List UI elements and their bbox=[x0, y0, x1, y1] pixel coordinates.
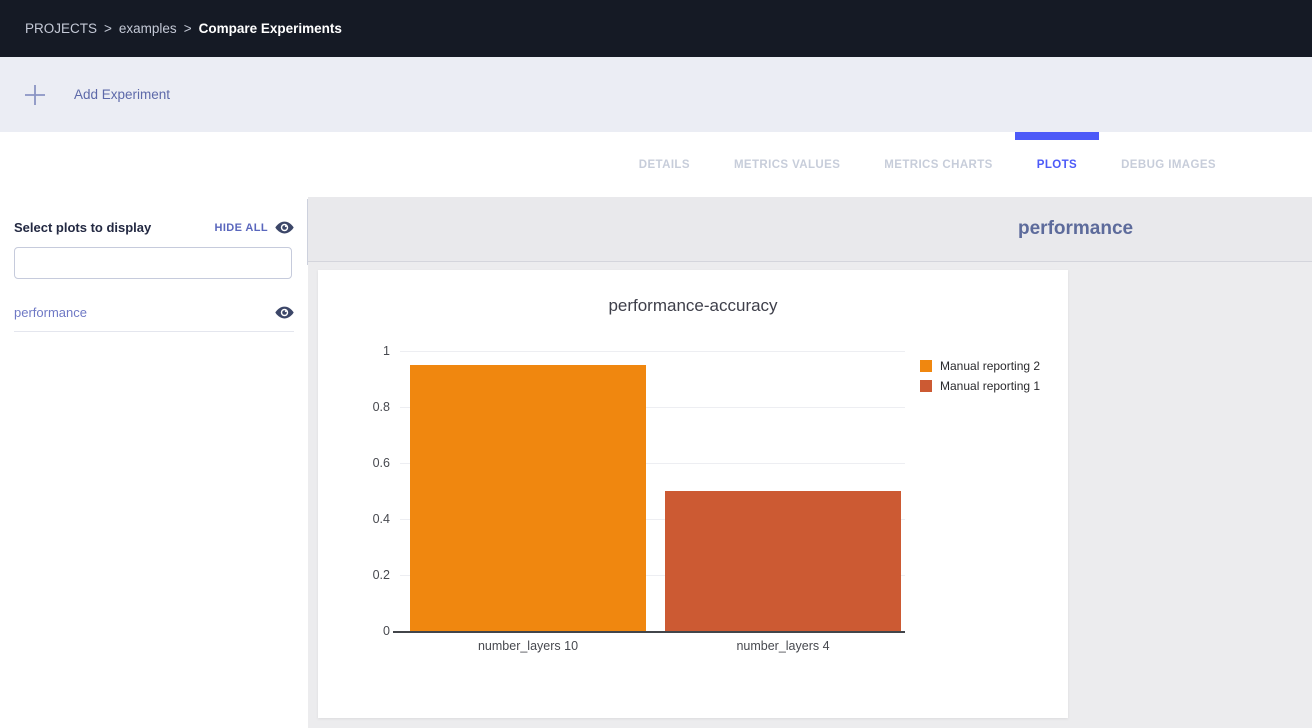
plus-icon[interactable] bbox=[22, 82, 48, 108]
plot-item-label: performance bbox=[14, 305, 87, 320]
y-axis-tick-label: 0 bbox=[383, 624, 390, 638]
plot-selector-sidebar: Select plots to display HIDE ALL perform… bbox=[0, 197, 308, 728]
breadcrumb-projects[interactable]: PROJECTS bbox=[25, 21, 98, 36]
gridline bbox=[400, 351, 905, 352]
plots-panel: performance performance-accuracy 0 0.2 0.4… bbox=[308, 197, 1312, 728]
y-axis-tick-label: 0.8 bbox=[372, 400, 390, 414]
gridline bbox=[400, 575, 905, 576]
y-axis-tick-label: 0.4 bbox=[372, 512, 390, 526]
plot-list: performance bbox=[14, 297, 294, 332]
y-axis-tick-label: 0.6 bbox=[372, 456, 390, 470]
plot-search-input[interactable] bbox=[14, 247, 292, 279]
breadcrumb-current-page: Compare Experiments bbox=[198, 21, 342, 36]
breadcrumb-project[interactable]: examples bbox=[118, 21, 177, 36]
tab-details[interactable]: DETAILS bbox=[638, 158, 690, 171]
gridline bbox=[400, 519, 905, 520]
chart-legend: Manual reporting 2 Manual reporting 1 bbox=[920, 356, 1040, 396]
hide-all-button[interactable]: HIDE ALL bbox=[214, 221, 294, 234]
tab-metrics-charts[interactable]: METRICS CHARTS bbox=[884, 158, 993, 171]
x-axis-line bbox=[400, 631, 905, 633]
hide-all-label: HIDE ALL bbox=[214, 221, 268, 234]
breadcrumb-separator: > bbox=[183, 21, 192, 36]
legend-swatch bbox=[920, 360, 932, 372]
breadcrumb-separator: > bbox=[104, 21, 112, 36]
sidebar-title: Select plots to display bbox=[14, 220, 152, 235]
bar-number_layers-10 bbox=[410, 365, 646, 631]
sidebar-scrollbar[interactable] bbox=[307, 199, 308, 265]
metric-group-title: performance bbox=[1018, 218, 1134, 239]
plot-list-item[interactable]: performance bbox=[14, 297, 294, 332]
x-axis-tick-label: number_layers 10 bbox=[477, 639, 579, 653]
add-experiment-bar: Add Experiment bbox=[0, 57, 1312, 132]
tab-bar: DETAILS METRICS VALUES METRICS CHARTS PLOTS… bbox=[0, 132, 1312, 197]
tab-metrics-values[interactable]: METRICS VALUES bbox=[733, 158, 841, 171]
tab-plots[interactable]: PLOTS bbox=[1037, 132, 1077, 197]
metric-group-header: performance bbox=[308, 197, 1312, 262]
gridline bbox=[400, 463, 905, 464]
top-bar: PROJECTS > examples > Compare Experiment… bbox=[0, 0, 1312, 57]
legend-label: Manual reporting 1 bbox=[940, 379, 1041, 393]
y-axis-zero-tick bbox=[393, 631, 400, 633]
eye-icon[interactable] bbox=[275, 306, 294, 319]
bar-number_layers-4 bbox=[665, 491, 901, 631]
y-axis-tick-label: 0.2 bbox=[372, 568, 390, 582]
legend-item[interactable]: Manual reporting 2 bbox=[920, 356, 1040, 376]
chart-title: performance-accuracy bbox=[608, 296, 778, 315]
tab-debug-images[interactable]: DEBUG IMAGES bbox=[1121, 158, 1216, 171]
legend-item[interactable]: Manual reporting 1 bbox=[920, 376, 1040, 396]
eye-icon bbox=[275, 221, 294, 234]
gridline bbox=[400, 407, 905, 408]
y-axis-tick-label: 1 bbox=[383, 344, 390, 358]
legend-label: Manual reporting 2 bbox=[940, 359, 1041, 373]
plot-chart: performance-accuracy 0 0.2 0.4 0.6 0.8 1 numbe… bbox=[318, 270, 1068, 718]
legend-swatch bbox=[920, 380, 932, 392]
x-axis-tick-label: number_layers 4 bbox=[736, 639, 830, 653]
content: Select plots to display HIDE ALL perform… bbox=[0, 197, 1312, 728]
add-experiment-button[interactable]: Add Experiment bbox=[74, 87, 171, 102]
